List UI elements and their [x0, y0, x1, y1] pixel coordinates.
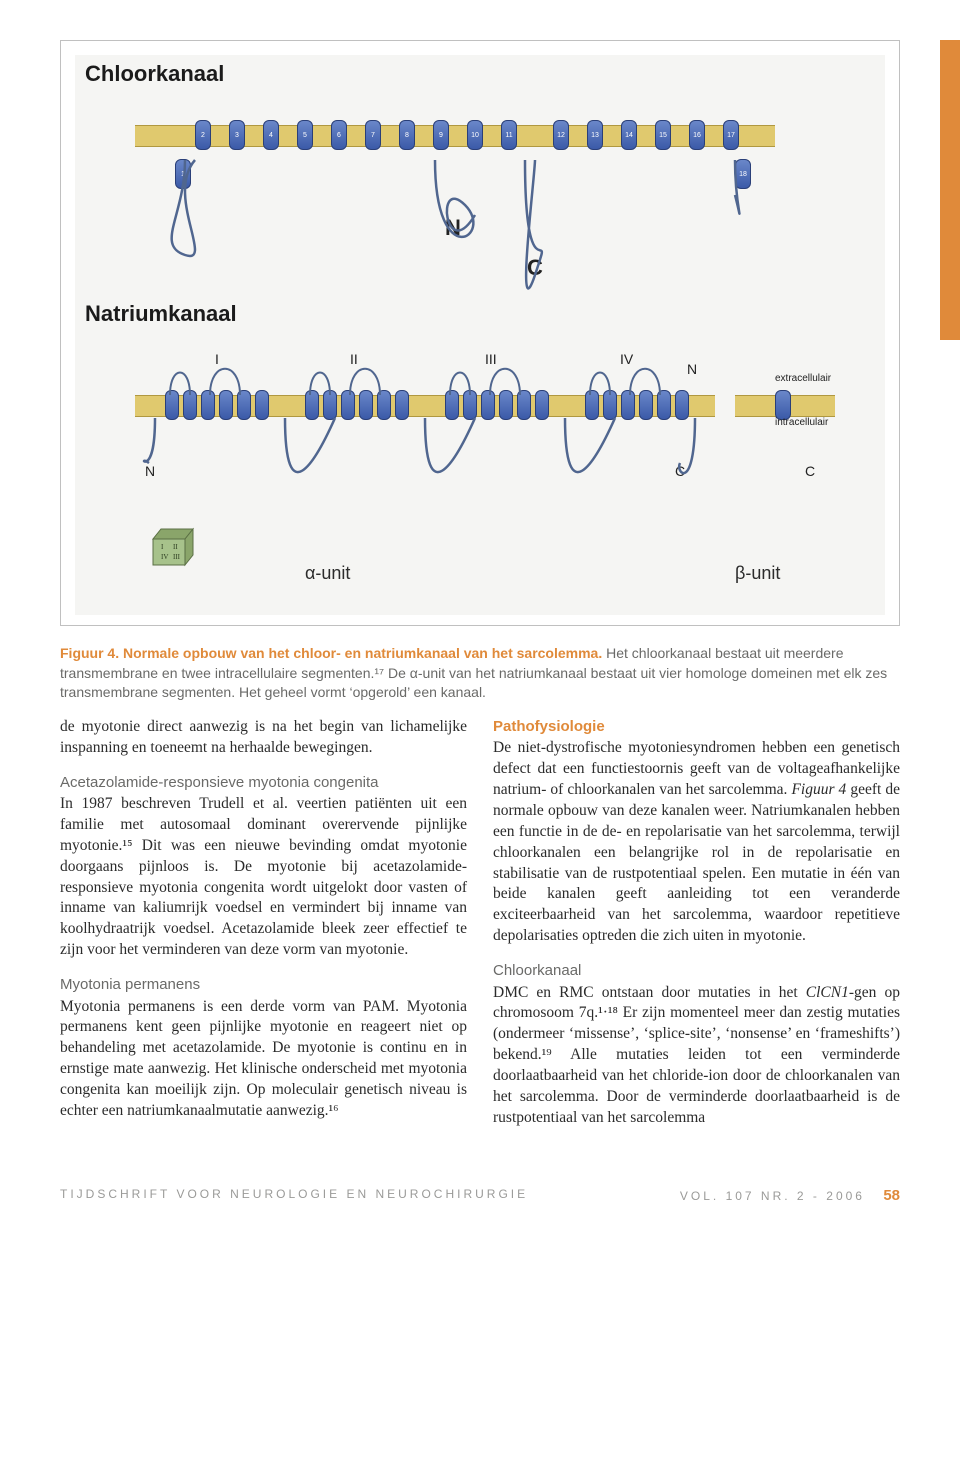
natrium-loops: [135, 413, 775, 533]
right-column: Pathofysiologie De niet-dystrofische myo…: [493, 717, 900, 1143]
right-para-1: De niet-dystrofische myotoniesyndromen h…: [493, 738, 900, 947]
right-para-1-italic: Figuur 4: [791, 781, 846, 798]
left-para-1: de myotonie direct aanwezig is na het be…: [60, 717, 467, 759]
right-para-2-italic: ClCN1: [806, 984, 849, 1001]
page-footer: TIJDSCHRIFT VOOR NEUROLOGIE EN NEUROCHIR…: [60, 1187, 900, 1204]
left-column: de myotonie direct aanwezig is na het be…: [60, 717, 467, 1143]
figure-title-natrium: Natriumkanaal: [85, 301, 237, 327]
right-para-2: DMC en RMC ontstaan door mutaties in het…: [493, 983, 900, 1129]
svg-text:IV: IV: [161, 553, 168, 561]
right-para-1b: geeft de normale opbouw van deze kanalen…: [493, 781, 900, 944]
alpha-cube-icon: I II IV III: [145, 525, 201, 569]
footer-journal: TIJDSCHRIFT VOOR NEUROLOGIE EN NEUROCHIR…: [60, 1187, 528, 1204]
left-para-3: Myotonia permanens is een derde vorm van…: [60, 997, 467, 1123]
left-subhead-1: Acetazolamide-responsieve myotonia conge…: [60, 773, 467, 793]
extracellular-label: extracellulair: [775, 373, 831, 384]
beta-segment: [775, 390, 791, 420]
figure-frame: Chloorkanaal 234567891011121314151617 1 …: [60, 40, 900, 626]
body-columns: de myotonie direct aanwezig is na het be…: [60, 717, 900, 1143]
svg-text:III: III: [173, 553, 181, 561]
footer-page-number: 58: [883, 1187, 900, 1204]
accent-strip: [940, 40, 960, 340]
figure-caption: Figuur 4. Normale opbouw van het chloor-…: [60, 644, 900, 703]
right-heading: Pathofysiologie: [493, 717, 900, 737]
footer-issue: VOL. 107 NR. 2 - 2006: [680, 1189, 865, 1203]
svg-text:II: II: [173, 543, 178, 551]
caption-lead: Figuur 4. Normale opbouw van het chloor-…: [60, 645, 602, 661]
footer-right: VOL. 107 NR. 2 - 2006 58: [680, 1187, 900, 1204]
beta-unit-label: β-unit: [735, 563, 780, 584]
right-subhead-1: Chloorkanaal: [493, 961, 900, 981]
left-para-2: In 1987 beschreven Trudell et al. veerti…: [60, 794, 467, 961]
natrium-loops-top: [135, 355, 775, 400]
figure-diagram: Chloorkanaal 234567891011121314151617 1 …: [75, 55, 885, 615]
right-para-2a: DMC en RMC ontstaan door mutaties in het: [493, 984, 806, 1001]
chloor-loops: [135, 145, 775, 285]
intracellular-label: intracellulair: [775, 417, 828, 428]
alpha-unit-label: α-unit: [305, 563, 350, 584]
figure-title-chloor: Chloorkanaal: [85, 61, 224, 87]
natrium-C-beta: C: [805, 463, 815, 479]
left-subhead-2: Myotonia permanens: [60, 975, 467, 995]
right-para-2b: -gen op chromosoom 7q.¹·¹⁸ Er zijn momen…: [493, 984, 900, 1127]
